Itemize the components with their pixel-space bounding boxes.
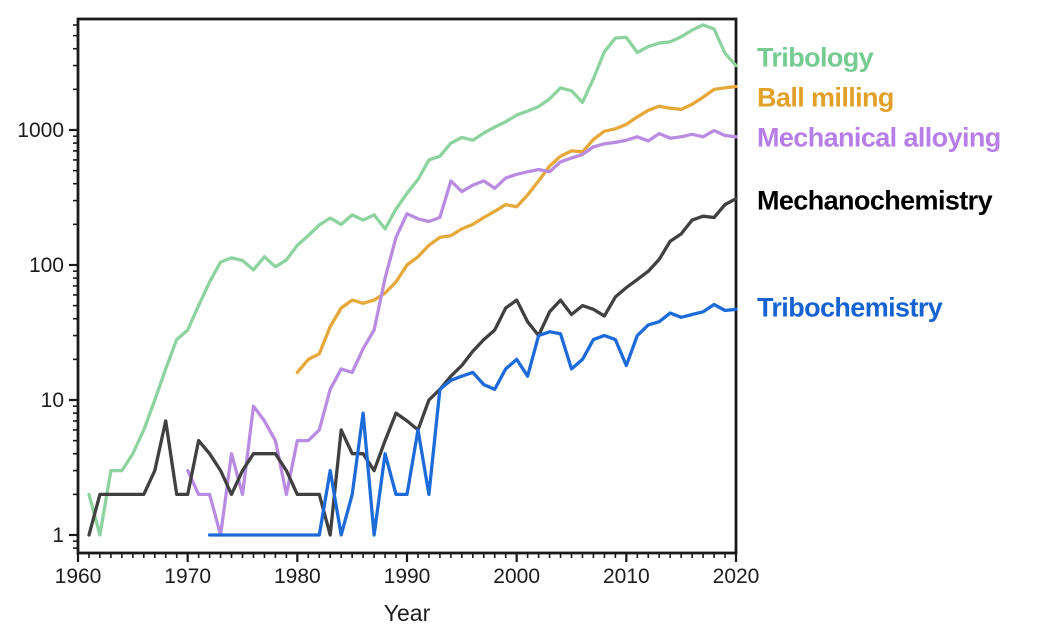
legend-label-tribochemistry: Tribochemistry (757, 292, 943, 323)
legend-label-ball-milling: Ball milling (757, 82, 894, 113)
svg-text:10: 10 (41, 389, 64, 412)
legend-label-mechanical-alloying: Mechanical alloying (757, 122, 1001, 153)
svg-text:2020: 2020 (713, 565, 760, 588)
svg-text:1990: 1990 (384, 565, 431, 588)
svg-text:1970: 1970 (164, 565, 211, 588)
legend-label-mechanochemistry: Mechanochemistry (757, 185, 993, 216)
svg-text:1000: 1000 (17, 119, 64, 142)
svg-text:100: 100 (29, 254, 64, 277)
svg-text:2000: 2000 (493, 565, 540, 588)
svg-text:1960: 1960 (55, 565, 102, 588)
svg-text:1980: 1980 (274, 565, 321, 588)
svg-text:1: 1 (52, 524, 64, 547)
svg-text:2010: 2010 (603, 565, 650, 588)
legend-label-tribology: Tribology (757, 42, 874, 73)
x-axis-title: Year (383, 600, 431, 626)
